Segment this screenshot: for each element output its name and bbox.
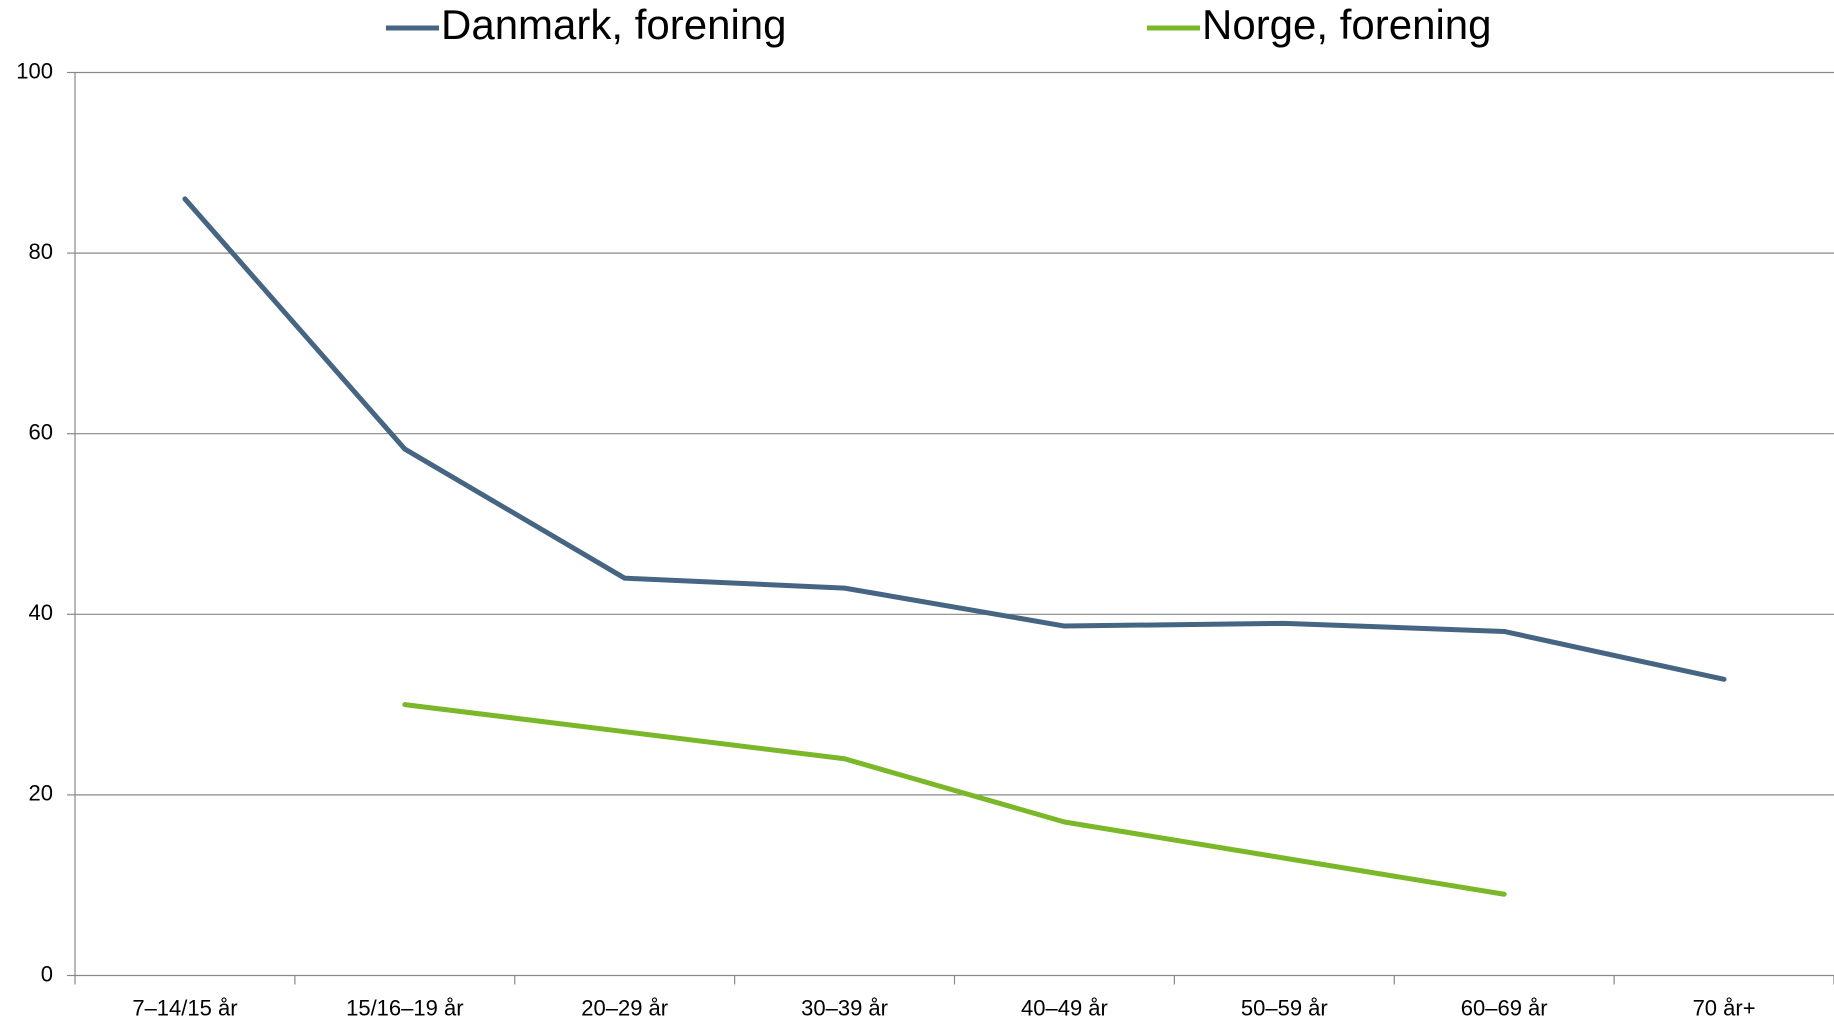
x-tick-label: 50–59 år bbox=[1241, 995, 1328, 1020]
data-line bbox=[182, 196, 1727, 682]
y-tick-label: 20 bbox=[29, 781, 53, 806]
x-tick-label: 20–29 år bbox=[581, 995, 668, 1020]
y-tick-label: 100 bbox=[16, 58, 53, 83]
x-tick-label: 7–14/15 år bbox=[132, 995, 237, 1020]
legend-label: Danmark, forening bbox=[441, 1, 787, 48]
y-tick-label: 80 bbox=[29, 239, 53, 264]
legend-label: Norge, forening bbox=[1202, 1, 1492, 48]
x-tick-label: 60–69 år bbox=[1461, 995, 1548, 1020]
y-tick-label: 60 bbox=[29, 420, 53, 445]
y-tick-label: 0 bbox=[41, 961, 53, 986]
x-tick-label: 15/16–19 år bbox=[346, 995, 463, 1020]
y-tick-label: 40 bbox=[29, 600, 53, 625]
x-tick-label: 40–49 år bbox=[1021, 995, 1108, 1020]
x-tick-label: 70 år+ bbox=[1693, 995, 1756, 1020]
x-tick-label: 30–39 år bbox=[801, 995, 888, 1020]
data-line bbox=[402, 702, 1507, 897]
